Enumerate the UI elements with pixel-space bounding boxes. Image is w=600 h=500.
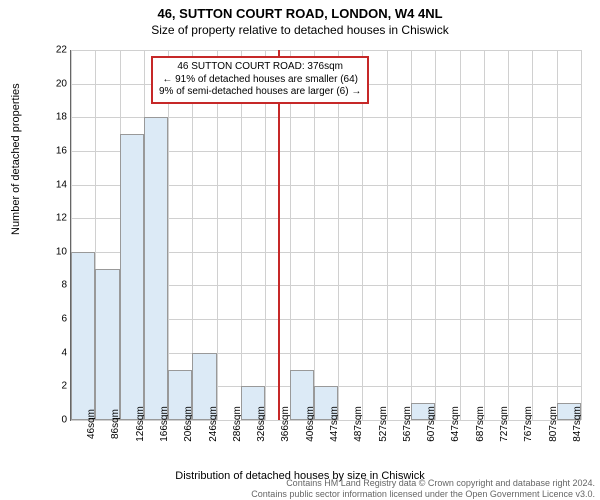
gridline-v	[435, 50, 436, 420]
attribution-footer: Contains HM Land Registry data © Crown c…	[0, 478, 595, 500]
gridline-v	[338, 50, 339, 420]
gridline-v	[168, 50, 169, 420]
y-tick-label: 12	[37, 213, 67, 224]
gridline-v	[411, 50, 412, 420]
gridline-v	[460, 50, 461, 420]
gridline-v	[241, 50, 242, 420]
footer-line-2: Contains public sector information licen…	[251, 489, 595, 499]
histogram-bar	[120, 134, 144, 420]
y-tick-label: 4	[37, 347, 67, 358]
annotation-line: ← 91% of detached houses are smaller (64…	[159, 74, 361, 87]
property-marker-line	[278, 50, 280, 420]
annotation-line: 9% of semi-detached houses are larger (6…	[159, 86, 361, 99]
y-tick-label: 16	[37, 145, 67, 156]
histogram-bar	[144, 117, 168, 420]
page-subtitle: Size of property relative to detached ho…	[0, 23, 600, 37]
histogram-bar	[71, 252, 95, 420]
y-tick-label: 6	[37, 314, 67, 325]
gridline-v	[217, 50, 218, 420]
annotation-line: 46 SUTTON COURT ROAD: 376sqm	[159, 61, 361, 74]
gridline-v	[387, 50, 388, 420]
y-tick-label: 20	[37, 78, 67, 89]
gridline-v	[290, 50, 291, 420]
y-tick-label: 22	[37, 45, 67, 56]
y-axis-label: Number of detached properties	[10, 83, 22, 235]
y-tick-label: 0	[37, 415, 67, 426]
gridline-v	[532, 50, 533, 420]
y-tick-label: 2	[37, 381, 67, 392]
gridline-v	[508, 50, 509, 420]
gridline-v	[557, 50, 558, 420]
histogram-bar	[95, 269, 119, 420]
gridline-v	[314, 50, 315, 420]
y-tick-label: 14	[37, 179, 67, 190]
y-tick-label: 18	[37, 112, 67, 123]
y-tick-label: 8	[37, 280, 67, 291]
gridline-v	[484, 50, 485, 420]
plot-area: 024681012141618202246sqm86sqm126sqm166sq…	[70, 50, 581, 421]
annotation-box: 46 SUTTON COURT ROAD: 376sqm← 91% of det…	[151, 56, 369, 104]
y-tick-label: 10	[37, 246, 67, 257]
gridline-v	[362, 50, 363, 420]
gridline-v	[581, 50, 582, 420]
gridline-h	[71, 50, 581, 51]
footer-line-1: Contains HM Land Registry data © Crown c…	[286, 478, 595, 488]
gridline-v	[265, 50, 266, 420]
chart: 024681012141618202246sqm86sqm126sqm166sq…	[70, 50, 580, 420]
page-title: 46, SUTTON COURT ROAD, LONDON, W4 4NL	[0, 0, 600, 21]
